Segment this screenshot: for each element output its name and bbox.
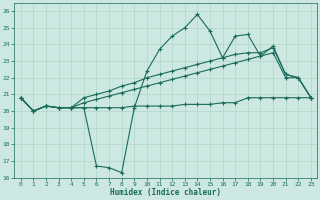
X-axis label: Humidex (Indice chaleur): Humidex (Indice chaleur) — [110, 188, 221, 197]
